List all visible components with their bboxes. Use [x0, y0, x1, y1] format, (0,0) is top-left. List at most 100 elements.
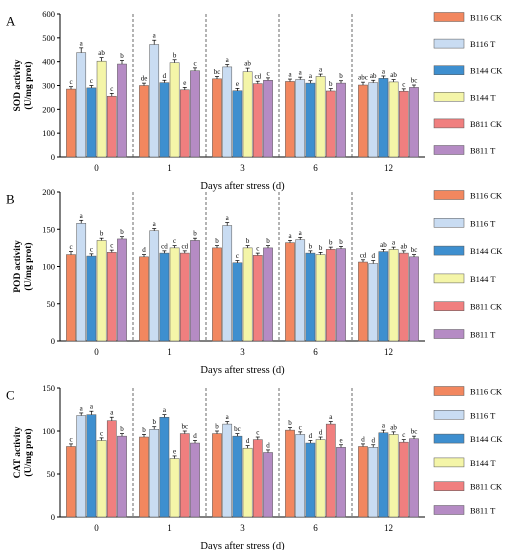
- bar: [325, 249, 336, 342]
- bar: [263, 452, 273, 518]
- significance-letter: ab: [98, 49, 105, 57]
- legend-swatch: [433, 457, 465, 468]
- bar: [106, 420, 117, 518]
- significance-letter: a: [299, 229, 303, 237]
- y-axis-unit-label: (U/mg prot): [23, 428, 34, 476]
- x-axis-label: Days after stress (d): [200, 541, 285, 550]
- bar: [252, 83, 263, 158]
- significance-letter: a: [299, 69, 303, 77]
- significance-letter: c: [69, 435, 72, 443]
- significance-letter: b: [309, 242, 313, 250]
- bar: [66, 88, 76, 158]
- legend-label: B144 T: [470, 274, 496, 284]
- significance-letter: b: [120, 228, 124, 236]
- y-tick-label: 300: [42, 81, 55, 91]
- x-tick-label: 3: [240, 163, 245, 173]
- bar: [232, 262, 243, 342]
- bar: [263, 247, 273, 342]
- bar: [76, 415, 87, 518]
- bar: [336, 248, 346, 342]
- significance-letter: b: [100, 230, 104, 238]
- x-tick-label: 1: [167, 523, 172, 533]
- bar: [96, 440, 107, 518]
- x-tick-label: 1: [167, 163, 172, 173]
- y-tick-label: 50: [47, 299, 56, 309]
- y-axis-label: CAT activity: [13, 426, 23, 478]
- bar: [86, 255, 97, 342]
- significance-letter: b: [193, 230, 197, 238]
- significance-letter: a: [392, 239, 396, 247]
- bar: [409, 87, 419, 158]
- significance-letter: b: [319, 244, 323, 252]
- bar: [378, 432, 389, 518]
- bar: [315, 254, 326, 342]
- legend-swatch: [433, 145, 465, 155]
- x-tick-label: 3: [240, 347, 245, 357]
- bar: [398, 90, 409, 158]
- legend-label: B811 T: [470, 146, 496, 156]
- legend-label: B116 CK: [470, 13, 503, 23]
- legend-label: B144 CK: [470, 246, 503, 256]
- significance-letter: b: [142, 426, 146, 434]
- bar: [232, 90, 243, 158]
- legend-label: B144 T: [470, 92, 496, 102]
- significance-letter: c: [90, 245, 93, 253]
- bar: [368, 263, 379, 342]
- bar: [242, 247, 253, 342]
- bar: [409, 256, 419, 342]
- bar: [378, 251, 389, 342]
- legend-label: B116 T: [470, 39, 496, 49]
- significance-letter: e: [236, 80, 239, 88]
- bar: [222, 225, 233, 342]
- significance-letter: a: [382, 67, 386, 75]
- significance-letter: bc: [411, 77, 418, 85]
- significance-letter: c: [402, 431, 405, 439]
- significance-letter: c: [69, 78, 72, 86]
- legend-label: B811 CK: [470, 119, 503, 129]
- significance-letter: ab: [370, 72, 377, 80]
- bar: [139, 256, 149, 342]
- significance-letter: a: [80, 404, 84, 412]
- significance-letter: d: [246, 437, 250, 445]
- bar: [388, 249, 399, 342]
- bar: [358, 84, 368, 158]
- y-tick-label: 100: [42, 262, 55, 272]
- bar: [179, 433, 190, 518]
- bar: [232, 435, 243, 518]
- bar: [169, 62, 180, 158]
- significance-letter: b: [339, 238, 343, 246]
- legend-swatch: [433, 190, 465, 200]
- bar: [212, 78, 222, 158]
- significance-letter: b: [329, 239, 333, 247]
- bar: [139, 85, 149, 158]
- x-tick-label: 0: [94, 347, 99, 357]
- bar: [86, 414, 97, 518]
- significance-letter: a: [226, 413, 230, 421]
- significance-letter: a: [309, 72, 313, 80]
- bar: [398, 252, 409, 342]
- significance-letter: d: [309, 432, 313, 440]
- legend-swatch: [433, 329, 465, 339]
- bar: [252, 439, 263, 518]
- bar: [358, 446, 368, 518]
- bar: [358, 261, 368, 342]
- significance-letter: c: [110, 242, 113, 250]
- bar: [149, 230, 160, 342]
- significance-letter: a: [226, 214, 230, 222]
- bar: [66, 254, 76, 342]
- bar: [295, 434, 306, 518]
- y-axis-label: POD activity: [13, 240, 23, 293]
- significance-letter: a: [163, 406, 167, 414]
- bar: [242, 447, 253, 518]
- panel-letter: C: [6, 388, 15, 403]
- bar: [222, 423, 233, 518]
- x-tick-label: 6: [313, 523, 318, 533]
- bar: [263, 80, 273, 158]
- bar: [179, 89, 190, 158]
- legend-swatch: [433, 38, 465, 49]
- significance-letter: ab: [390, 423, 397, 431]
- significance-letter: cd: [360, 251, 367, 259]
- legend-swatch: [433, 410, 465, 420]
- y-tick-label: 400: [42, 57, 55, 67]
